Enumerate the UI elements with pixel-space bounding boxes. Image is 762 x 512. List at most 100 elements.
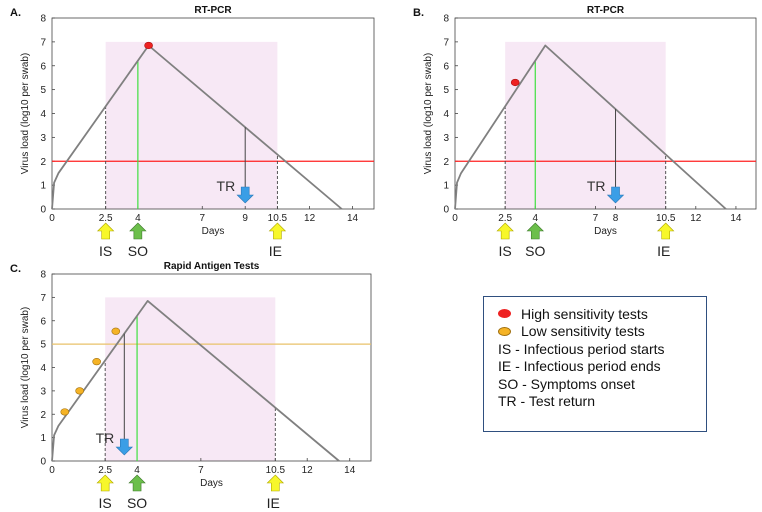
- x-tick-label: 12: [302, 465, 314, 476]
- y-tick-label: 8: [443, 14, 449, 25]
- legend-item-so: SO - Symptoms onset: [498, 375, 706, 393]
- y-tick-label: 0: [40, 205, 46, 216]
- ie-arrow-icon: [266, 474, 285, 492]
- y-tick-label: 7: [40, 37, 46, 48]
- y-tick-label: 7: [443, 37, 449, 48]
- x-tick-label: 7: [198, 465, 204, 476]
- y-tick-label: 5: [40, 340, 46, 351]
- x-tick-label: 2.5: [99, 213, 113, 224]
- high-sensitivity-marker: [144, 41, 153, 50]
- x-tick-label: 8: [613, 213, 619, 224]
- panel-label: A.: [10, 7, 21, 19]
- is-label: IS: [499, 243, 512, 259]
- x-tick-label: 10.5: [266, 465, 286, 476]
- y-tick-label: 1: [443, 181, 449, 192]
- y-tick-label: 5: [443, 85, 449, 96]
- test-return-arrow-icon: [236, 186, 254, 204]
- x-tick-label: 9: [242, 213, 248, 224]
- y-tick-label: 3: [40, 386, 46, 397]
- x-tick-label: 7: [199, 213, 205, 224]
- legend-item-tr: TR - Test return: [498, 393, 706, 411]
- so-arrow-icon: [526, 222, 544, 240]
- x-axis-label: Days: [202, 226, 225, 237]
- legend-item-low: Low sensitivity tests: [498, 323, 706, 341]
- y-tick-label: 0: [40, 457, 46, 468]
- y-tick-label: 6: [40, 316, 46, 327]
- y-tick-label: 3: [40, 133, 46, 144]
- y-tick-label: 3: [443, 133, 449, 144]
- x-tick-label: 2.5: [98, 465, 112, 476]
- legend: High sensitivity tests Low sensitivity t…: [483, 296, 707, 432]
- so-arrow-icon: [128, 474, 146, 492]
- test-return-label: TR: [217, 178, 236, 194]
- y-tick-label: 1: [40, 181, 46, 192]
- x-tick-label: 4: [135, 213, 141, 224]
- y-axis-label: Virus load (log10 per swab): [423, 53, 434, 175]
- y-tick-label: 5: [40, 85, 46, 96]
- is-arrow-icon: [96, 222, 115, 240]
- y-tick-label: 4: [443, 109, 449, 120]
- test-return-arrow-icon: [606, 186, 625, 204]
- panel-label: B.: [413, 7, 424, 19]
- low-sensitivity-marker: [111, 327, 121, 335]
- is-label: IS: [99, 243, 112, 259]
- y-tick-label: 2: [40, 410, 46, 421]
- y-tick-label: 4: [40, 363, 46, 374]
- is-arrow-icon: [96, 474, 114, 492]
- legend-item-is: IS - Infectious period starts: [498, 340, 706, 358]
- y-tick-label: 8: [40, 270, 46, 281]
- y-tick-label: 8: [40, 14, 46, 25]
- is-arrow-icon: [496, 222, 514, 240]
- y-tick-label: 7: [40, 293, 46, 304]
- x-tick-label: 4: [532, 213, 538, 224]
- low-sensitivity-marker: [60, 408, 70, 416]
- y-axis-label: Virus load (log10 per swab): [20, 307, 31, 429]
- low-sensitivity-marker-icon: [498, 326, 511, 336]
- so-label: SO: [127, 495, 147, 511]
- high-sensitivity-marker: [510, 78, 520, 87]
- legend-label: Low sensitivity tests: [521, 323, 645, 340]
- y-tick-label: 4: [40, 109, 46, 120]
- x-tick-label: 14: [344, 465, 356, 476]
- legend-label: High sensitivity tests: [521, 305, 648, 322]
- legend-label: IE - Infectious period ends: [498, 358, 661, 375]
- x-axis-label: Days: [594, 226, 617, 237]
- y-axis-label: Virus load (log10 per swab): [20, 53, 31, 175]
- legend-item-ie: IE - Infectious period ends: [498, 358, 706, 376]
- low-sensitivity-marker: [92, 358, 101, 366]
- test-return-arrow-icon: [115, 438, 134, 456]
- so-arrow-icon: [129, 222, 147, 240]
- x-tick-label: 12: [690, 213, 702, 224]
- legend-item-high: High sensitivity tests: [498, 305, 706, 323]
- legend-label: IS - Infectious period starts: [498, 340, 665, 357]
- x-tick-label: 0: [452, 213, 458, 224]
- is-label: IS: [99, 495, 112, 511]
- y-tick-label: 1: [40, 433, 46, 444]
- x-tick-label: 7: [593, 213, 599, 224]
- y-tick-label: 2: [443, 157, 449, 168]
- y-tick-label: 6: [443, 61, 449, 72]
- test-return-label: TR: [96, 430, 115, 446]
- ie-arrow-icon: [268, 222, 287, 240]
- so-label: SO: [128, 243, 148, 259]
- x-axis-label: Days: [200, 478, 223, 489]
- x-tick-label: 14: [730, 213, 742, 224]
- x-tick-label: 10.5: [656, 213, 676, 224]
- x-tick-label: 0: [49, 213, 55, 224]
- chart-title: Rapid Antigen Tests: [164, 261, 260, 272]
- legend-label: TR - Test return: [498, 393, 595, 410]
- virus-load-curve: [454, 44, 727, 210]
- chart-title: RT-PCR: [587, 5, 625, 16]
- panel-label: C.: [10, 263, 21, 275]
- infectious-period-shade: [505, 41, 666, 209]
- x-tick-label: 10.5: [268, 213, 288, 224]
- y-tick-label: 2: [40, 157, 46, 168]
- high-sensitivity-marker-icon: [498, 309, 511, 319]
- ie-label: IE: [657, 243, 670, 259]
- low-sensitivity-marker: [75, 387, 84, 395]
- x-tick-label: 2.5: [498, 213, 512, 224]
- virus-load-curve: [51, 44, 343, 210]
